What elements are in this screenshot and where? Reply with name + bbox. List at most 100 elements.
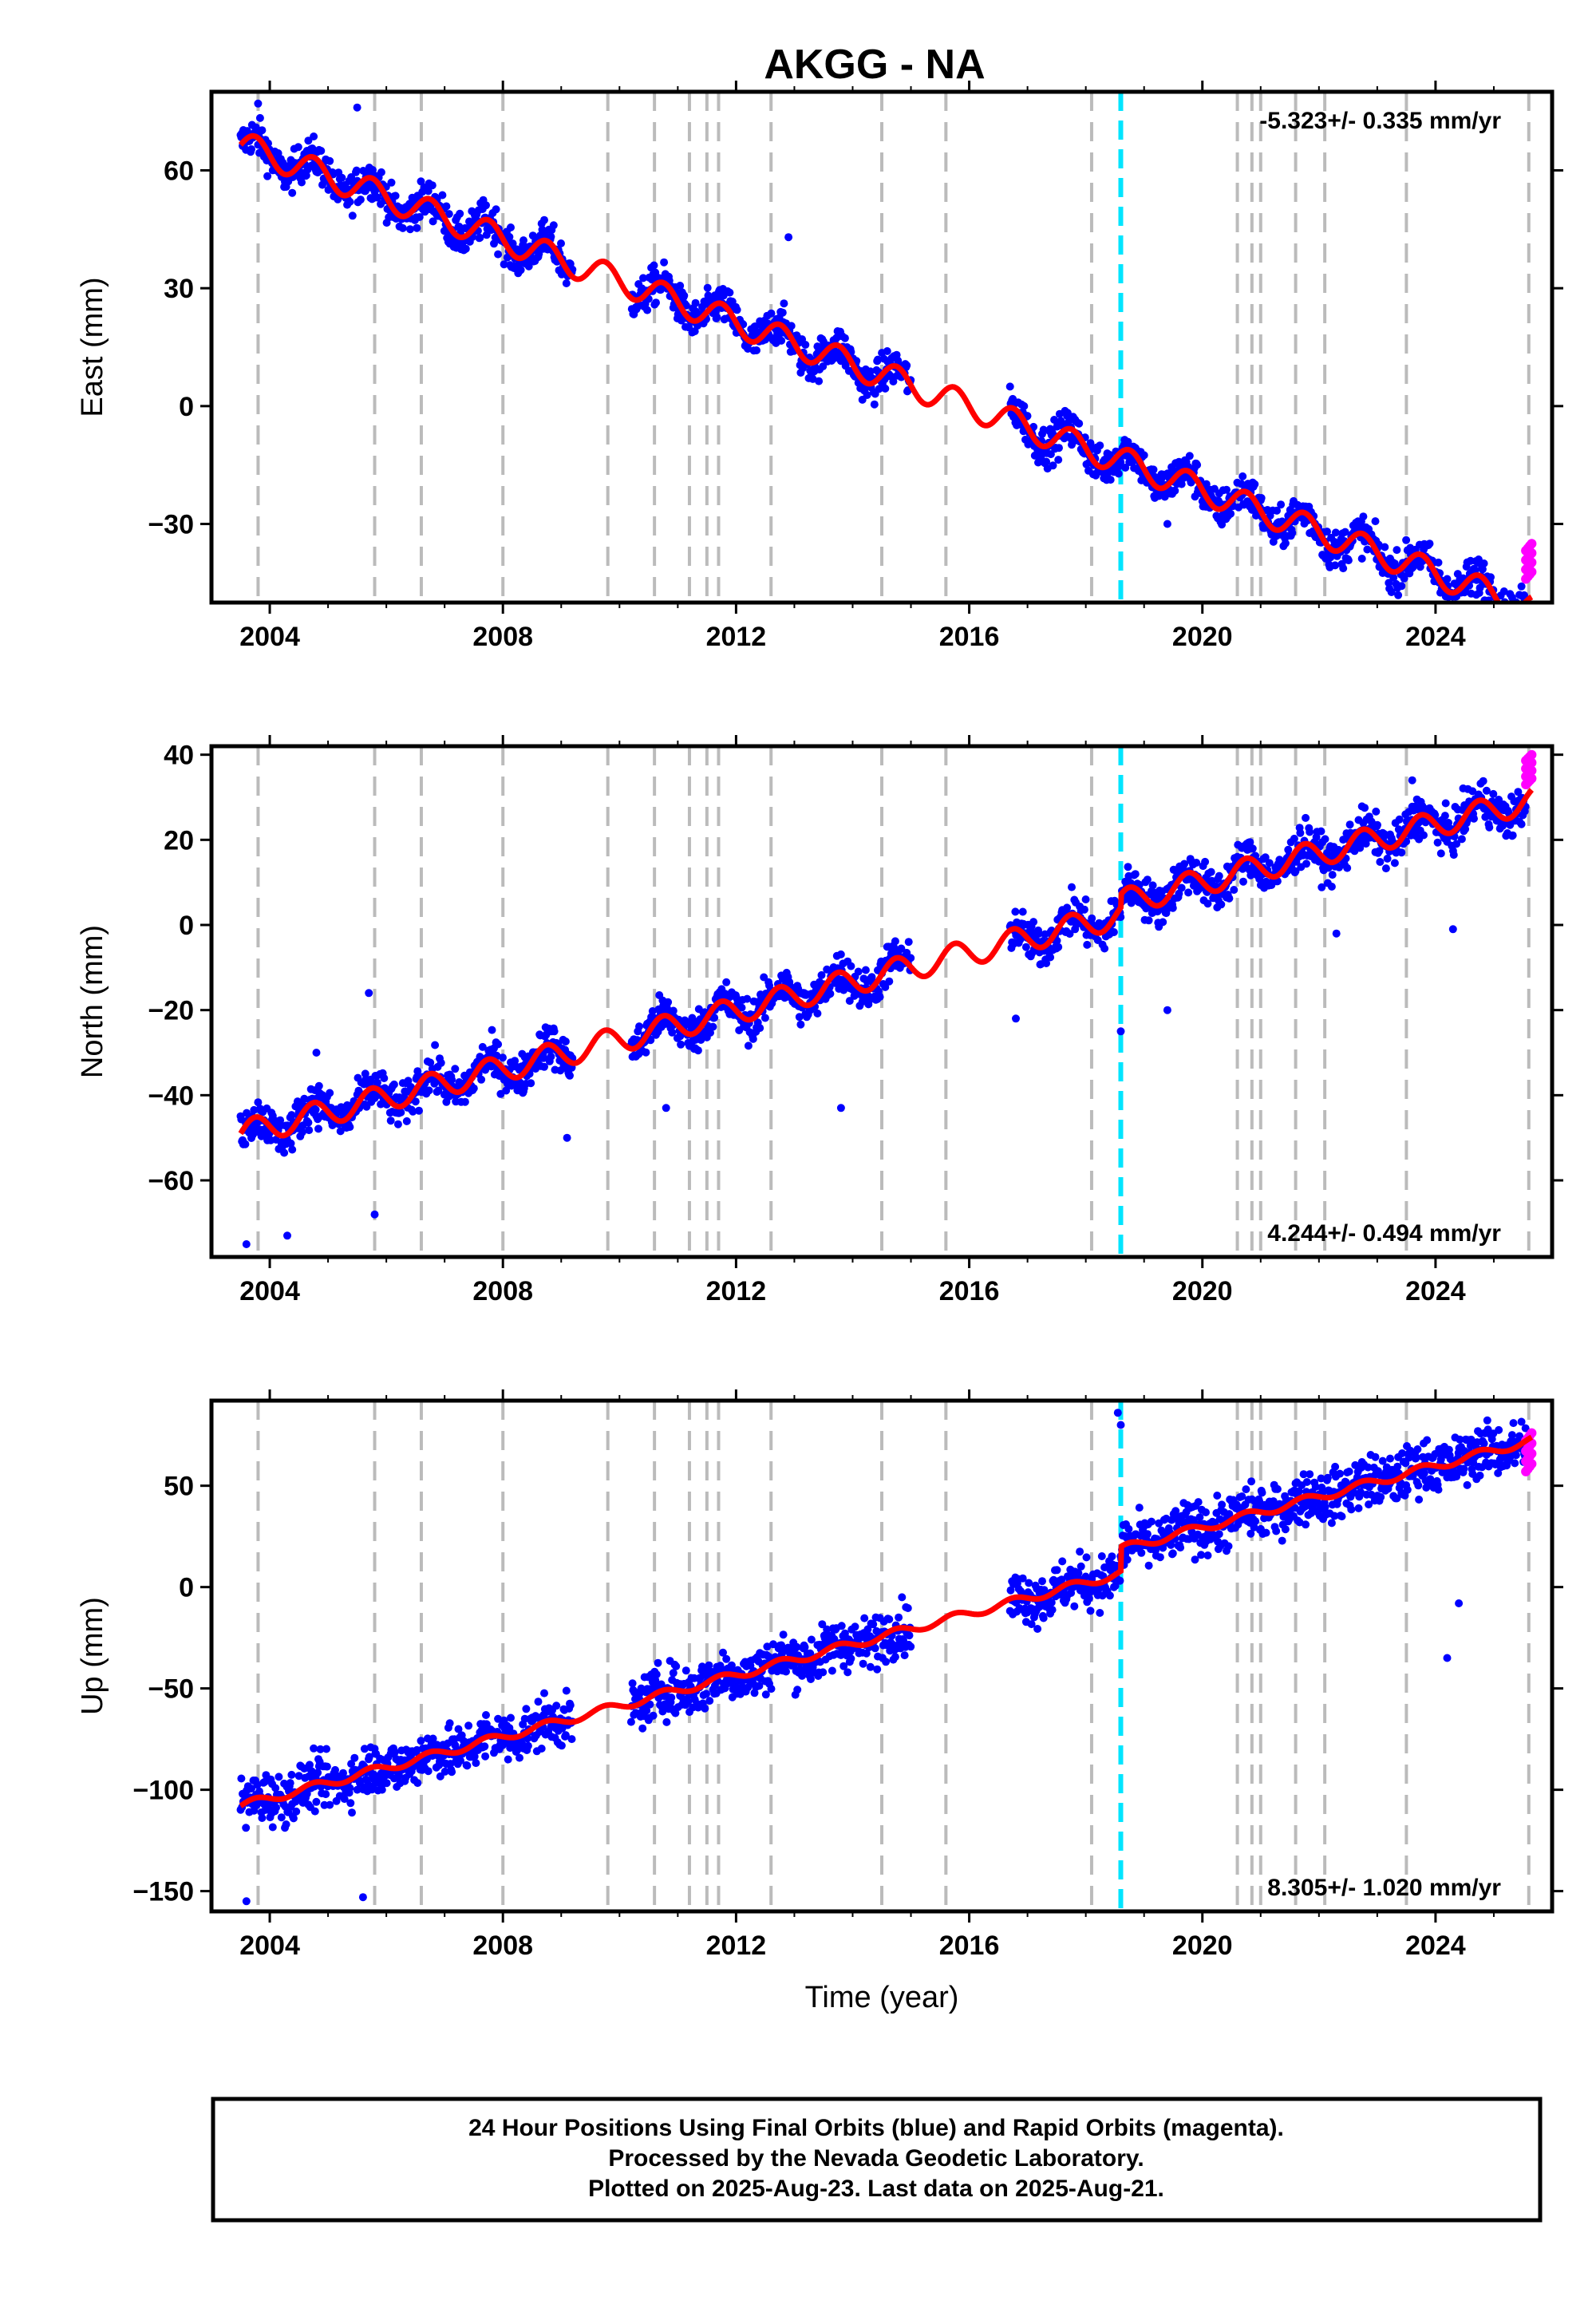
y-tick-label: −20 xyxy=(148,996,194,1026)
data-point xyxy=(1018,907,1027,916)
data-point xyxy=(434,1086,443,1095)
data-point xyxy=(646,1700,654,1709)
data-point xyxy=(519,236,527,245)
data-point xyxy=(566,1701,575,1709)
data-point xyxy=(428,181,437,190)
data-point xyxy=(534,1697,543,1706)
data-point xyxy=(1503,621,1511,629)
data-point xyxy=(873,1665,882,1674)
data-point xyxy=(380,1074,389,1082)
data-point xyxy=(1507,630,1515,638)
data-point xyxy=(1499,587,1508,595)
data-point xyxy=(796,1020,805,1029)
data-point xyxy=(1327,883,1336,891)
data-point xyxy=(283,1231,291,1240)
data-point xyxy=(1046,450,1055,459)
data-point xyxy=(516,1078,524,1087)
data-point xyxy=(1277,500,1286,509)
data-point xyxy=(1143,1530,1152,1539)
data-point xyxy=(1006,1586,1015,1595)
data-point xyxy=(1431,811,1440,820)
x-tick-label: 2016 xyxy=(939,622,1000,652)
data-point xyxy=(563,1133,571,1142)
data-point xyxy=(287,1111,296,1120)
data-point xyxy=(782,1667,790,1676)
data-point xyxy=(1388,836,1396,845)
data-point xyxy=(891,1653,899,1662)
data-point xyxy=(1096,1609,1104,1617)
data-point xyxy=(464,1721,473,1730)
data-point xyxy=(314,1769,322,1777)
data-point xyxy=(271,1784,280,1792)
data-point xyxy=(1363,545,1372,554)
data-point xyxy=(346,1784,354,1792)
x-tick-label: 2012 xyxy=(706,622,767,652)
data-point xyxy=(1116,1027,1125,1036)
data-point xyxy=(1195,1513,1204,1522)
data-point xyxy=(463,1761,472,1770)
data-point xyxy=(402,1117,411,1125)
data-point xyxy=(1100,944,1109,953)
data-point xyxy=(1281,539,1290,547)
data-point xyxy=(440,1767,449,1776)
data-point xyxy=(870,400,879,409)
data-point xyxy=(1148,881,1157,890)
data-point xyxy=(800,1642,809,1651)
data-point xyxy=(322,1790,330,1799)
rapid-point xyxy=(1527,749,1537,760)
data-point xyxy=(1485,823,1494,832)
data-point xyxy=(1505,610,1513,618)
data-point xyxy=(454,1725,463,1733)
data-point xyxy=(413,1779,422,1788)
data-point xyxy=(859,1659,867,1668)
data-point xyxy=(1191,1555,1199,1564)
data-point xyxy=(1114,469,1123,478)
data-point xyxy=(1082,1553,1091,1562)
data-point xyxy=(650,261,658,270)
data-point xyxy=(1116,458,1125,467)
data-point xyxy=(881,384,890,393)
data-point xyxy=(415,1106,423,1115)
data-point xyxy=(247,145,255,153)
data-point xyxy=(1167,1540,1175,1549)
data-point xyxy=(1257,494,1266,502)
data-point xyxy=(507,223,515,231)
data-point xyxy=(649,1711,658,1720)
data-point xyxy=(373,1078,381,1087)
rate-label: -5.323+/- 0.335 mm/yr xyxy=(1259,108,1501,134)
data-point xyxy=(1207,876,1216,885)
data-point xyxy=(638,1724,647,1733)
data-point xyxy=(767,309,776,318)
data-point xyxy=(1194,1498,1203,1507)
data-point xyxy=(1492,613,1500,621)
data-point xyxy=(1487,573,1495,582)
data-point xyxy=(722,978,731,986)
data-point xyxy=(386,1117,395,1125)
data-point xyxy=(1202,1508,1210,1516)
data-point xyxy=(1400,574,1408,583)
data-point xyxy=(1516,617,1524,625)
data-point xyxy=(897,944,906,953)
data-point xyxy=(677,1040,685,1049)
data-point xyxy=(1503,628,1511,636)
data-point xyxy=(1498,604,1506,612)
data-point xyxy=(258,126,267,135)
data-point xyxy=(761,1690,770,1699)
data-point xyxy=(1250,480,1259,488)
data-point xyxy=(1507,610,1515,618)
data-point xyxy=(1387,588,1396,596)
data-point xyxy=(672,1662,681,1670)
data-point xyxy=(561,1037,570,1045)
data-point xyxy=(1482,786,1491,795)
data-point xyxy=(1131,870,1140,879)
data-point xyxy=(1511,611,1519,619)
data-point xyxy=(851,1622,859,1631)
data-point xyxy=(1323,528,1331,536)
data-point xyxy=(713,313,721,322)
plot-area xyxy=(236,746,1537,1257)
data-point xyxy=(1339,564,1348,573)
data-point xyxy=(643,306,652,314)
data-point xyxy=(899,1636,907,1645)
data-point xyxy=(1039,1614,1048,1622)
plot-area xyxy=(236,1401,1537,1911)
